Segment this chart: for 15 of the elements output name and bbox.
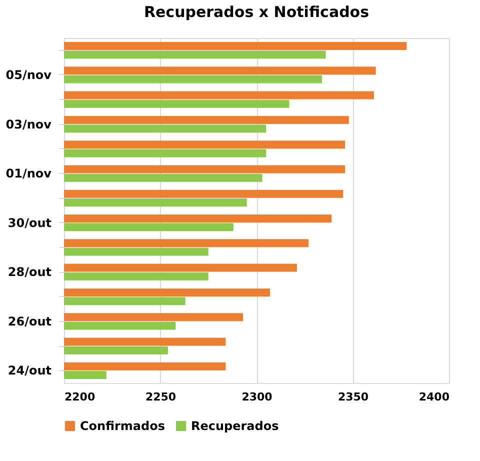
y-tick-label: 03/nov xyxy=(6,117,52,132)
x-tick-label: 2250 xyxy=(145,390,176,404)
y-tick-label: 01/nov xyxy=(6,166,52,181)
x-tick-label: 2350 xyxy=(338,390,369,404)
x-tick-label: 2400 xyxy=(418,390,450,404)
y-tick-label: 24/out xyxy=(8,364,52,378)
y-tick-label: 30/out xyxy=(8,216,52,230)
y-tick-label: 28/out xyxy=(8,265,52,280)
x-tick-label: 2200 xyxy=(64,390,96,404)
y-tick-label: 05/nov xyxy=(6,68,52,82)
x-tick-label: 2300 xyxy=(242,390,273,404)
legend-label: Confirmados xyxy=(80,419,165,433)
legend-label: Recuperados xyxy=(191,419,279,433)
chart-title: Recuperados x Notificados xyxy=(144,3,370,21)
y-tick-label: 26/out xyxy=(8,314,52,328)
